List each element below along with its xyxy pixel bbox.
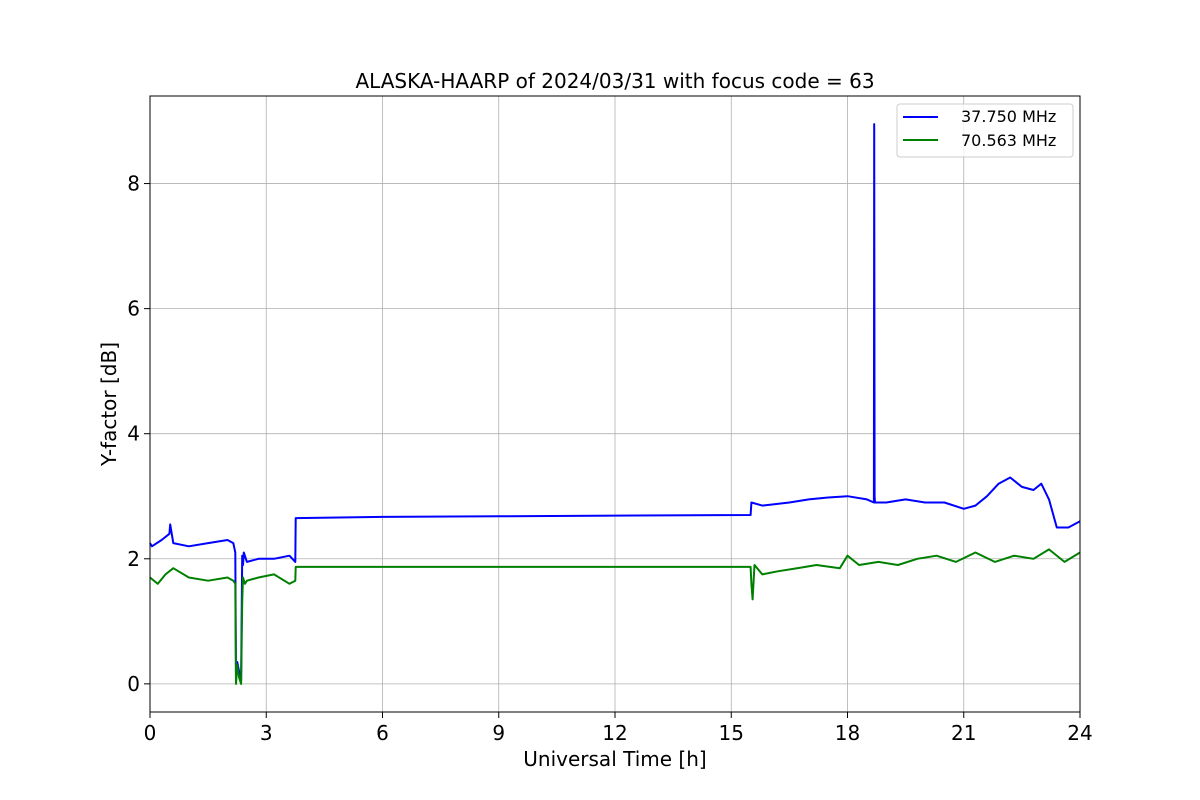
x-axis: 0 3 6 9 12 15 18 21 24: [144, 712, 1093, 745]
legend-label-series-1: 37.750 MHz: [961, 107, 1056, 126]
y-tick-label: 8: [127, 172, 140, 196]
x-tick-label: 9: [492, 721, 505, 745]
x-tick-label: 18: [835, 721, 860, 745]
y-tick-label: 6: [127, 297, 140, 321]
y-axis: 0 2 4 6 8: [127, 172, 150, 696]
y-tick-label: 2: [127, 547, 140, 571]
x-tick-label: 0: [144, 721, 157, 745]
y-tick-label: 4: [127, 422, 140, 446]
x-tick-label: 21: [951, 721, 976, 745]
x-tick-label: 15: [719, 721, 744, 745]
y-tick-label: 0: [127, 672, 140, 696]
x-tick-label: 12: [602, 721, 627, 745]
series-line-1: [149, 123, 1081, 682]
x-tick-label: 3: [260, 721, 273, 745]
legend: 37.750 MHz 70.563 MHz: [896, 103, 1074, 158]
x-tick-label: 24: [1067, 721, 1092, 745]
chart-title: ALASKA-HAARP of 2024/03/31 with focus co…: [355, 69, 874, 93]
y-axis-label: Y-factor [dB]: [97, 342, 121, 467]
x-tick-label: 6: [376, 721, 389, 745]
legend-box: [896, 103, 1074, 158]
legend-label-series-2: 70.563 MHz: [961, 131, 1056, 150]
plot-lines: [149, 123, 1081, 685]
series-line-2: [149, 548, 1081, 685]
x-axis-label: Universal Time [h]: [523, 747, 706, 771]
